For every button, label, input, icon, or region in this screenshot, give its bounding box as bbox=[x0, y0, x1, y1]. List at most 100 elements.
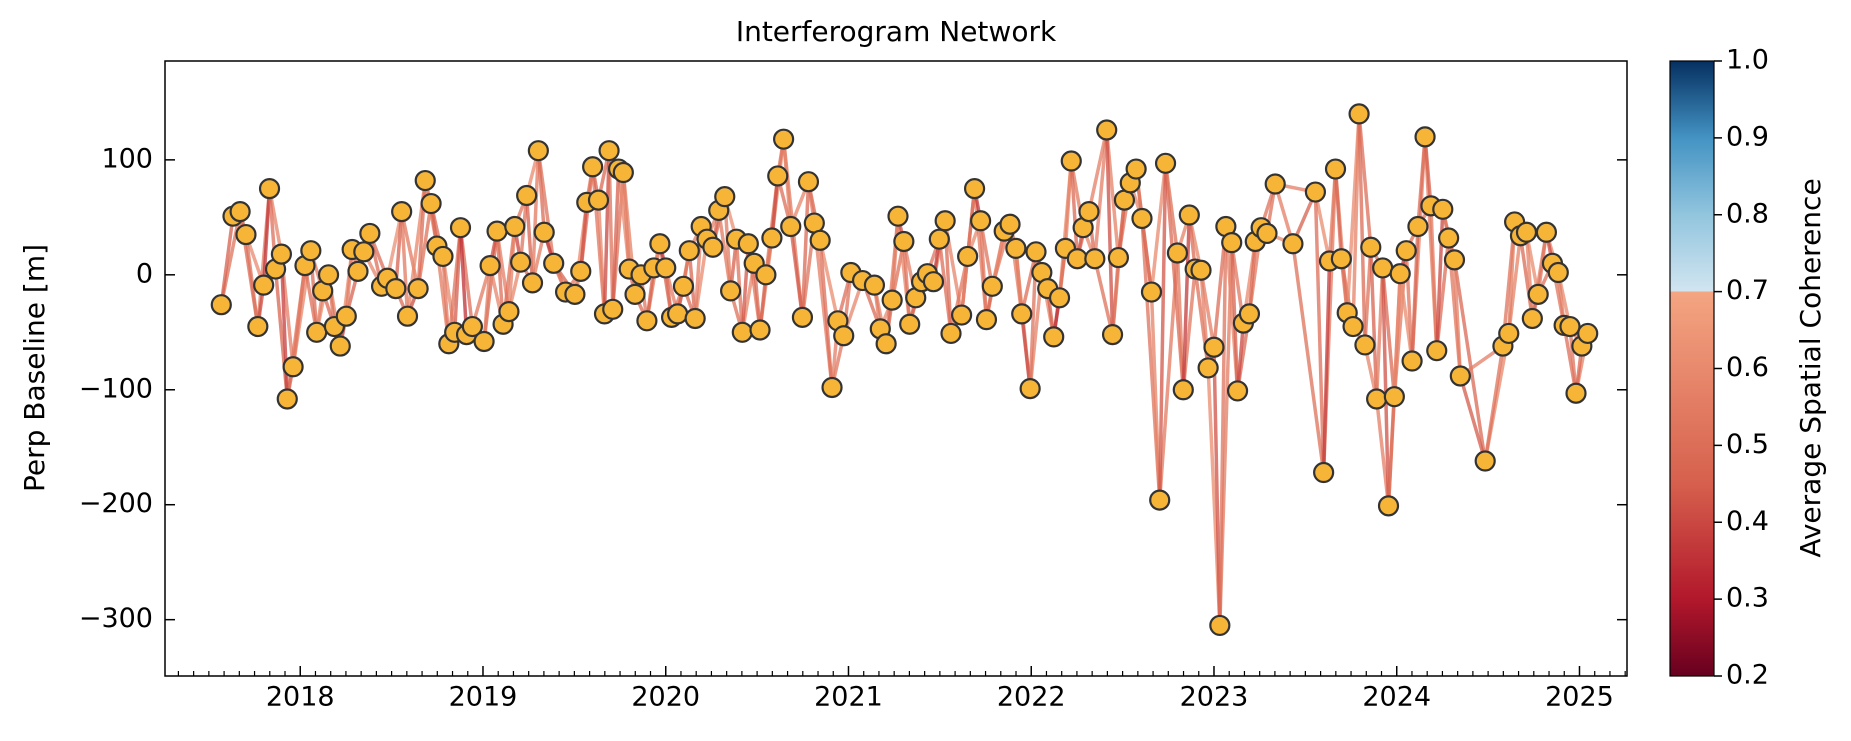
chart-title: Interferogram Network bbox=[736, 15, 1057, 48]
acquisition-point bbox=[922, 271, 945, 293]
acquisition-point bbox=[1060, 150, 1082, 172]
acquisition-point bbox=[1407, 215, 1429, 238]
acquisition-point bbox=[385, 278, 407, 300]
acquisition-point bbox=[1149, 489, 1171, 511]
acquisition-point bbox=[1190, 259, 1212, 281]
acquisition-point bbox=[229, 200, 251, 223]
x-tick-label: 2019 bbox=[449, 682, 518, 713]
interferogram-edge bbox=[621, 170, 631, 271]
acquisition-point bbox=[731, 321, 753, 343]
acquisition-point bbox=[461, 315, 483, 338]
acquisition-point bbox=[780, 215, 802, 238]
acquisition-point bbox=[353, 241, 375, 263]
acquisition-point bbox=[899, 313, 921, 335]
acquisition-point bbox=[1342, 315, 1364, 338]
acquisition-point bbox=[1559, 315, 1581, 338]
acquisition-point bbox=[1565, 382, 1587, 404]
acquisition-point bbox=[420, 192, 442, 215]
acquisition-point bbox=[957, 245, 979, 268]
acquisition-point bbox=[1048, 287, 1071, 309]
acquisition-point bbox=[863, 274, 886, 296]
acquisition-point bbox=[1348, 103, 1370, 125]
acquisition-point bbox=[1203, 336, 1225, 358]
x-tick-label: 2021 bbox=[814, 682, 883, 713]
acquisition-point bbox=[963, 177, 986, 200]
acquisition-point bbox=[347, 260, 369, 282]
interferogram-edge bbox=[1218, 224, 1228, 628]
acquisition-point bbox=[624, 283, 646, 305]
acquisition-point bbox=[1238, 303, 1261, 325]
interferogram-edge bbox=[800, 179, 811, 320]
acquisition-point bbox=[720, 280, 742, 302]
acquisition-point bbox=[1125, 158, 1147, 180]
acquisition-point bbox=[833, 325, 855, 347]
acquisition-point bbox=[1360, 236, 1382, 258]
acquisition-point bbox=[253, 274, 275, 296]
interferogram-edge bbox=[1410, 224, 1420, 363]
interferogram-edge bbox=[1149, 161, 1168, 294]
interferogram-edge bbox=[1524, 230, 1535, 321]
acquisition-point bbox=[1389, 263, 1411, 285]
acquisition-point bbox=[1438, 227, 1460, 249]
interferogram-edge bbox=[291, 263, 307, 369]
acquisition-point bbox=[1178, 204, 1200, 226]
y-tick-label: 0 bbox=[136, 258, 153, 289]
acquisition-point bbox=[684, 307, 706, 330]
acquisition-point bbox=[1025, 241, 1047, 263]
acquisition-point bbox=[598, 140, 620, 162]
acquisition-point bbox=[504, 215, 526, 238]
acquisition-point bbox=[391, 200, 413, 223]
acquisition-point bbox=[1131, 207, 1153, 230]
interferogram-edge bbox=[978, 219, 989, 322]
acquisition-point bbox=[479, 255, 501, 277]
acquisition-point bbox=[1426, 340, 1448, 362]
acquisition-point bbox=[1449, 365, 1471, 387]
acquisition-point bbox=[282, 356, 304, 378]
acquisition-point bbox=[533, 221, 555, 243]
acquisition-point bbox=[1432, 198, 1454, 220]
interferogram-edge bbox=[1104, 128, 1115, 337]
acquisition-point bbox=[1395, 240, 1417, 262]
interferogram-edge bbox=[1229, 240, 1240, 393]
interferogram-edge bbox=[1247, 239, 1258, 316]
acquisition-point bbox=[1172, 379, 1194, 401]
acquisition-point bbox=[1527, 283, 1549, 305]
interferogram-edge bbox=[1423, 135, 1433, 208]
acquisition-point bbox=[582, 156, 604, 178]
colorbar-tick-label: 0.4 bbox=[1726, 506, 1769, 537]
interferogram-edge bbox=[1014, 246, 1024, 316]
acquisition-point bbox=[821, 376, 843, 399]
interferogram-edge bbox=[1380, 266, 1391, 508]
interferogram-edge bbox=[579, 200, 589, 274]
colorbar-tick-label: 0.7 bbox=[1726, 275, 1769, 306]
interferogram-edge bbox=[1568, 324, 1578, 395]
acquisition-point bbox=[714, 186, 736, 208]
acquisition-point bbox=[1101, 323, 1124, 346]
colorbar-tick-label: 0.8 bbox=[1726, 198, 1769, 229]
interferogram-edge bbox=[1235, 321, 1246, 393]
interferogram-edge bbox=[399, 209, 410, 318]
acquisition-point bbox=[1354, 334, 1376, 356]
acquisition-point bbox=[1330, 248, 1352, 270]
acquisition-point bbox=[940, 322, 962, 345]
interferogram-edge bbox=[244, 232, 260, 329]
interferogram-edge bbox=[1291, 242, 1326, 475]
acquisition-point bbox=[755, 264, 777, 286]
points bbox=[210, 103, 1599, 637]
acquisition-point bbox=[414, 169, 436, 192]
acquisition-point bbox=[612, 161, 634, 184]
interferogram-edge bbox=[1452, 258, 1487, 463]
acquisition-point bbox=[1197, 357, 1219, 379]
interferogram-edge bbox=[781, 137, 793, 229]
acquisition-point bbox=[928, 228, 950, 250]
interferogram-edge bbox=[890, 214, 900, 302]
interferogram-edge bbox=[1175, 251, 1186, 392]
interferogram-edge bbox=[1019, 312, 1032, 391]
interferogram-edge bbox=[1452, 258, 1463, 378]
x-tick-label: 2020 bbox=[631, 682, 700, 713]
acquisition-point bbox=[1443, 249, 1466, 271]
acquisition-point bbox=[1304, 181, 1327, 203]
interferogram-edge bbox=[261, 186, 272, 287]
acquisition-point bbox=[1256, 222, 1278, 245]
acquisition-point bbox=[1577, 322, 1599, 345]
